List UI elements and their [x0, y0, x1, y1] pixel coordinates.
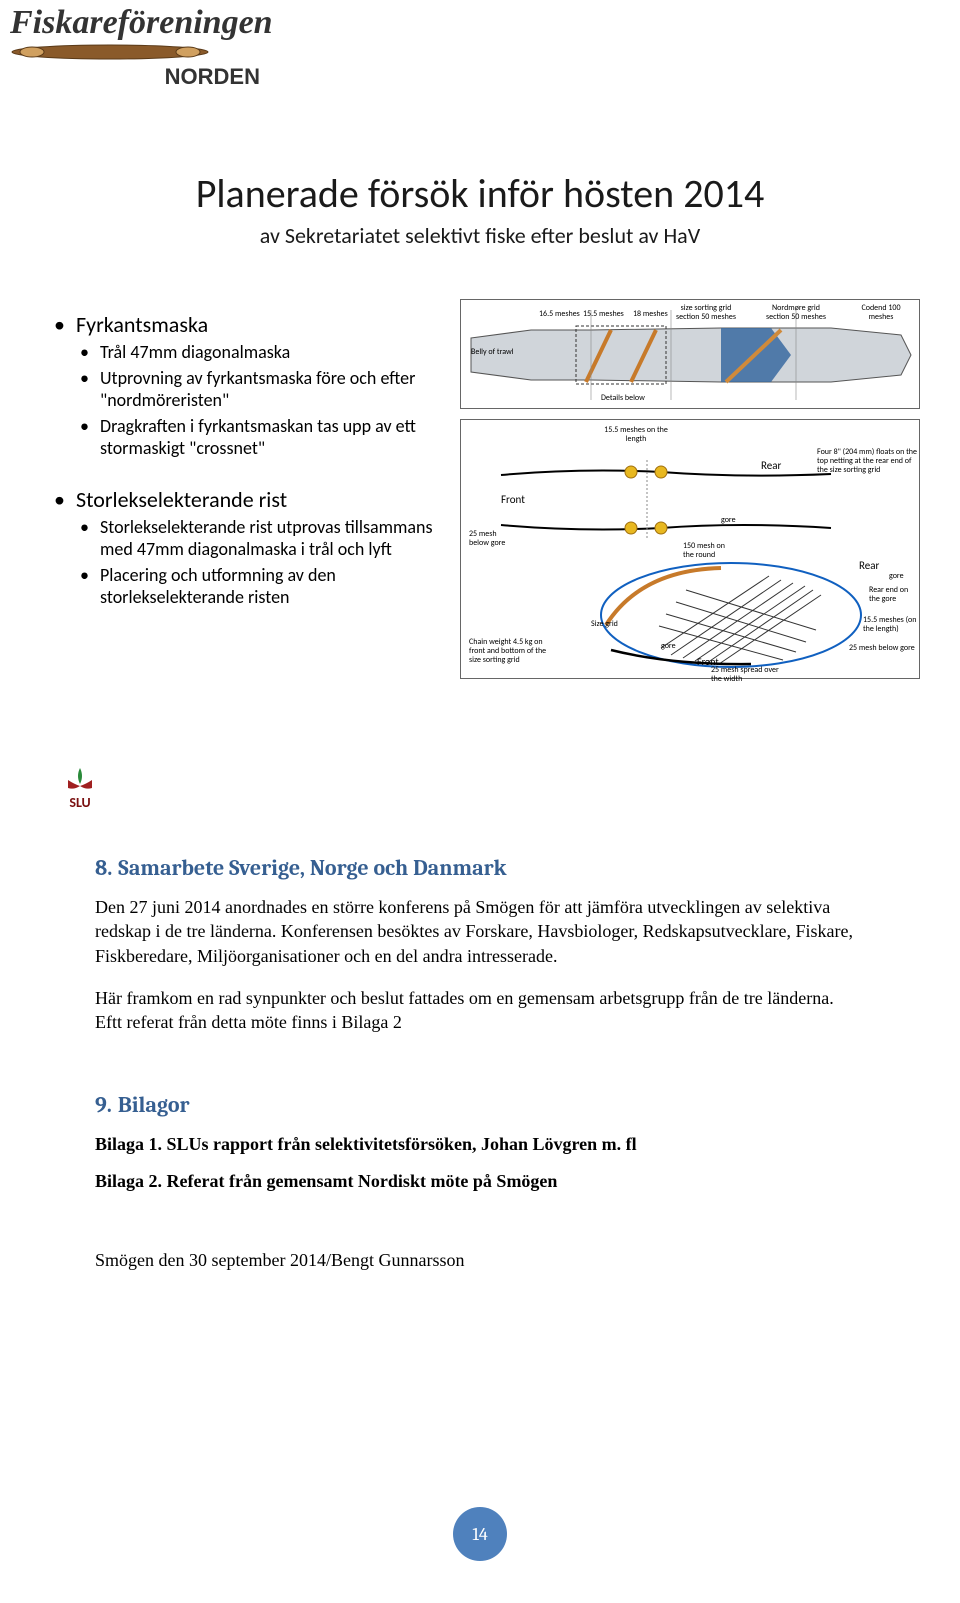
logo-subtitle: NORDEN: [10, 64, 280, 90]
slide-subtitle: av Sekretariatet selektivt fiske efter b…: [30, 222, 930, 249]
document-body: 8.Samarbete Sverige, Norge och Danmark D…: [95, 855, 865, 1271]
heading-number: 9.: [95, 1092, 112, 1118]
paragraph: Den 27 juni 2014 anordnades en större ko…: [95, 895, 865, 968]
diag-label: 18 meshes: [633, 310, 668, 319]
grid-detail-diagram: Front Rear 15.5 meshes on the length Fou…: [460, 419, 920, 679]
diag-label: Front: [697, 656, 719, 667]
diag-label: Nordmøre grid section 50 meshes: [761, 304, 831, 322]
heading-number: 8.: [95, 855, 112, 881]
diag-label: 15.5 meshes (on the length): [863, 616, 919, 634]
heading-8: 8.Samarbete Sverige, Norge och Danmark: [95, 855, 865, 881]
diag-label: 25 mesh spread over the width: [711, 666, 791, 684]
logo-name: Fiskareföreningen: [10, 8, 280, 39]
diag-label: Chain weight 4.5 kg on front and bottom …: [469, 638, 559, 664]
sub-bullet: Utprovning av fyrkantsmaska före och eft…: [54, 367, 460, 412]
diag-label: Rear: [859, 560, 879, 572]
slu-logo: SLU: [60, 762, 100, 811]
paragraph: Här framkom en rad synpunkter och beslut…: [95, 986, 865, 1035]
diag-label: Rear end on the gore: [869, 586, 919, 604]
bilaga-2: Bilaga 2. Referat från gemensamt Nordisk…: [95, 1171, 865, 1192]
needle-icon: [10, 41, 210, 63]
slide-diagrams: Belly of trawl 16.5 meshes 15.5 meshes 1…: [460, 299, 930, 679]
diag-label: 25 mesh below gore: [849, 644, 919, 653]
diag-label: 25 mesh below gore: [469, 530, 509, 548]
bilaga-1: Bilaga 1. SLUs rapport från selektivitet…: [95, 1134, 865, 1155]
diag-label: Front: [501, 494, 525, 506]
diag-label: 150 mesh on the round: [683, 542, 733, 560]
sub-bullet: Storlekselekterande rist utprovas tillsa…: [54, 516, 460, 561]
slide-title: Planerade försök inför hösten 2014: [30, 169, 930, 218]
bullet-rist: Storlekselekterande rist: [54, 486, 460, 513]
diag-label: Four 8" (204 mm) floats on the top netti…: [817, 448, 917, 474]
trawl-section-diagram: Belly of trawl 16.5 meshes 15.5 meshes 1…: [460, 299, 920, 409]
diag-label: Details below: [601, 394, 645, 403]
diag-label: 15.5 meshes on the length: [601, 426, 671, 444]
diag-label: Belly of trawl: [471, 348, 514, 357]
slu-text: SLU: [60, 794, 100, 811]
heading-text: Bilagor: [118, 1092, 190, 1118]
diag-label: gore: [721, 516, 736, 525]
sub-bullet: Placering och utformning av den storleks…: [54, 564, 460, 609]
diag-label: 16.5 meshes: [539, 310, 580, 319]
page-number: 14: [453, 1507, 507, 1561]
diag-label: Rear: [761, 460, 781, 472]
diag-label: Codend 100 meshes: [853, 304, 909, 322]
heading-9: 9.Bilagor: [95, 1092, 865, 1118]
diag-label: size sorting grid section 50 meshes: [676, 304, 736, 322]
diag-label: Size grid: [591, 620, 618, 629]
presentation-slide: Planerade försök inför hösten 2014 av Se…: [30, 135, 930, 815]
diag-label: gore: [889, 572, 904, 581]
slide-bullets: Fyrkantsmaska Trål 47mm diagonalmaska Ut…: [30, 299, 460, 679]
sub-bullet: Dragkraften i fyrkantsmaskan tas upp av …: [54, 415, 460, 460]
slide-title-block: Planerade försök inför hösten 2014 av Se…: [30, 169, 930, 249]
diag-label: gore: [661, 642, 676, 651]
signoff-line: Smögen den 30 september 2014/Bengt Gunna…: [95, 1250, 865, 1271]
slu-leaf-icon: [60, 762, 100, 794]
heading-text: Samarbete Sverige, Norge och Danmark: [118, 855, 506, 881]
bullet-fyrkantsmaska: Fyrkantsmaska: [54, 311, 460, 338]
organisation-logo: Fiskareföreningen NORDEN: [10, 8, 280, 90]
diag-label: 15.5 meshes: [583, 310, 624, 319]
sub-bullet: Trål 47mm diagonalmaska: [54, 341, 460, 364]
